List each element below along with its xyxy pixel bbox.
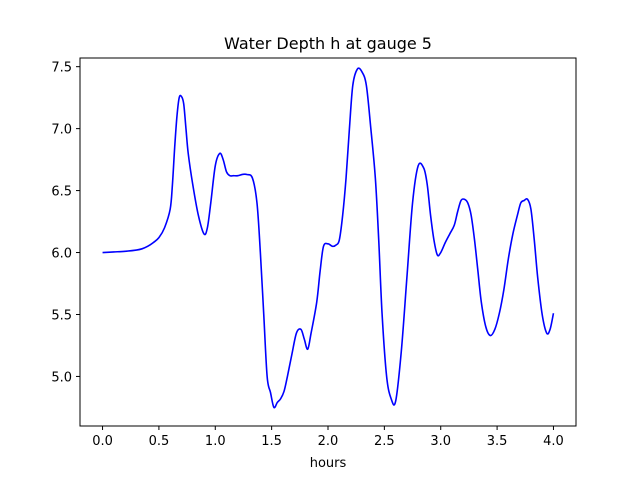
- x-tick-label: 2.0: [318, 434, 339, 449]
- x-tick-label: 1.0: [205, 434, 226, 449]
- y-tick-label: 5.5: [51, 308, 72, 323]
- series-line-0: [102, 67, 555, 409]
- y-tick-label: 6.0: [51, 247, 72, 262]
- x-axis-label: hours: [310, 456, 347, 471]
- chart-title: Water Depth h at gauge 5: [224, 34, 432, 53]
- y-tick-label: 6.5: [51, 185, 72, 200]
- y-tick-label: 7.0: [51, 123, 72, 138]
- x-tick-label: 0.5: [149, 434, 170, 449]
- y-tick-label: 7.5: [51, 61, 72, 76]
- plot-area: [102, 67, 555, 409]
- x-tick-label: 4.0: [543, 434, 564, 449]
- y-tick-label: 5.0: [51, 370, 72, 385]
- x-tick-label: 3.5: [487, 434, 508, 449]
- x-axis: 0.0 0.5 1.0 1.5 2.0 2.5 3.0 3.5 4.0: [92, 426, 564, 449]
- y-axis: 5.0 5.5 6.0 6.5 7.0 7.5: [51, 61, 80, 385]
- plot-frame: [79, 57, 577, 427]
- x-tick-label: 3.0: [430, 434, 451, 449]
- x-tick-label: 2.5: [374, 434, 395, 449]
- x-tick-label: 0.0: [92, 434, 113, 449]
- x-tick-label: 1.5: [261, 434, 282, 449]
